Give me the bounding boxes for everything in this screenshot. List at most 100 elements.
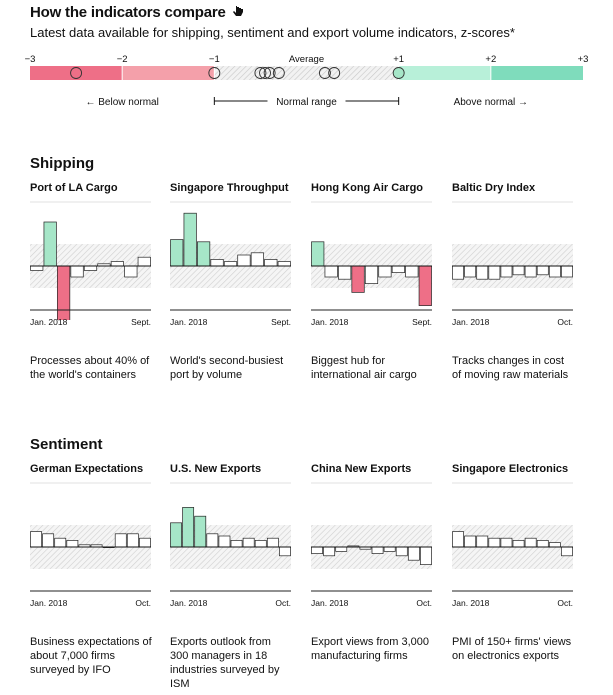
panel-description: Export views from 3,000 manufacturing fi… xyxy=(311,636,429,662)
bar xyxy=(66,540,79,548)
indicator-point xyxy=(254,67,267,79)
bar xyxy=(114,533,127,548)
bar xyxy=(512,540,525,548)
bar xyxy=(548,265,561,278)
scale-tick-label: −1 xyxy=(209,54,220,65)
bar xyxy=(536,540,549,548)
below-normal-label: ← Below normal xyxy=(85,97,158,108)
bar xyxy=(464,265,477,278)
x-axis-start-label: Jan. 2018 xyxy=(170,598,208,608)
bar xyxy=(57,265,71,320)
panel-chart xyxy=(170,482,291,592)
bar xyxy=(324,265,338,278)
panel-chart xyxy=(30,201,151,320)
bar xyxy=(405,265,419,278)
bar xyxy=(206,533,219,548)
bar xyxy=(395,546,408,557)
normal-range-label: Normal range xyxy=(276,97,337,108)
scale-segment-far-below xyxy=(30,66,123,80)
bar xyxy=(452,531,464,548)
above-normal-label: Above normal → xyxy=(454,97,528,108)
page-subtitle: Latest data available for shipping, sent… xyxy=(30,25,515,40)
bar xyxy=(488,265,501,280)
bar xyxy=(279,546,291,557)
bar xyxy=(230,540,243,548)
bar xyxy=(476,535,489,548)
x-axis-end-label: Sept. xyxy=(271,317,291,327)
bar xyxy=(237,254,251,267)
scale-tick-label: −2 xyxy=(117,54,128,65)
bar xyxy=(170,239,184,267)
scale-segment-above xyxy=(398,66,491,80)
bar xyxy=(452,265,464,280)
scale-average-label: Average xyxy=(289,54,324,65)
bar xyxy=(418,265,432,306)
bar xyxy=(139,537,151,548)
x-axis-end-label: Sept. xyxy=(412,317,432,327)
pointer-icon xyxy=(232,6,243,16)
bar xyxy=(183,212,197,267)
indicator-point xyxy=(208,67,221,79)
bar xyxy=(250,252,264,267)
panel-title: Baltic Dry Index xyxy=(452,182,536,194)
bar xyxy=(311,546,323,554)
bar xyxy=(218,535,231,548)
bar xyxy=(223,261,238,267)
panel-chart xyxy=(452,201,573,311)
bar xyxy=(242,537,255,548)
panel-title: U.S. New Exports xyxy=(170,463,262,475)
bar xyxy=(420,546,432,565)
panel-title: German Expectations xyxy=(30,463,144,475)
bar xyxy=(407,546,420,561)
bar xyxy=(266,537,279,548)
panel-title: Port of LA Cargo xyxy=(30,182,118,194)
x-axis-start-label: Jan. 2018 xyxy=(30,317,68,327)
bar xyxy=(194,515,207,548)
x-axis-end-label: Oct. xyxy=(557,598,573,608)
section-title-shipping: Shipping xyxy=(30,155,95,172)
x-axis-end-label: Oct. xyxy=(275,598,291,608)
bar xyxy=(561,265,573,278)
panel-description: Processes about 40% of the world's conta… xyxy=(30,355,150,381)
bar xyxy=(43,221,57,267)
indicator-point xyxy=(318,67,331,79)
bar xyxy=(30,265,44,271)
bar xyxy=(561,546,573,557)
bar xyxy=(378,265,392,278)
panel-chart xyxy=(170,201,291,311)
bar xyxy=(42,533,55,548)
bar xyxy=(170,522,182,548)
scale-tick-label: +3 xyxy=(578,54,589,65)
scale-tick-label: +1 xyxy=(393,54,404,65)
section-title-sentiment: Sentiment xyxy=(30,436,103,453)
x-axis-start-label: Jan. 2018 xyxy=(311,317,349,327)
panel-chart xyxy=(30,482,151,592)
bar xyxy=(70,265,84,278)
panel-title: Singapore Throughput xyxy=(170,182,289,194)
scale-tick-label: −3 xyxy=(25,54,36,65)
bar xyxy=(197,241,211,267)
scale-segment-normal xyxy=(214,66,399,80)
panel-description: World's second-busiest port by volume xyxy=(170,355,284,381)
bar xyxy=(30,531,42,548)
indicator-point xyxy=(70,67,83,79)
bar xyxy=(254,540,267,548)
x-axis-end-label: Oct. xyxy=(416,598,432,608)
indicator-point xyxy=(272,67,285,79)
x-axis-start-label: Jan. 2018 xyxy=(311,598,349,608)
bar xyxy=(110,261,124,267)
x-axis-end-label: Oct. xyxy=(557,317,573,327)
bar xyxy=(512,265,525,276)
bar xyxy=(323,546,336,557)
bar xyxy=(364,265,379,284)
indicator-point xyxy=(392,67,405,79)
panel-description: PMI of 150+ firms' views on electronics … xyxy=(452,636,572,662)
panel-chart xyxy=(311,482,432,592)
page-title: How the indicators compare xyxy=(30,4,244,21)
panel-description: Exports outlook from 300 managers in 18 … xyxy=(170,636,280,690)
x-axis-start-label: Jan. 2018 xyxy=(170,317,208,327)
bar xyxy=(277,261,291,267)
bar xyxy=(536,265,549,276)
scale-segment-below xyxy=(122,66,215,80)
panel-description: Biggest hub for international air cargo xyxy=(311,355,417,381)
